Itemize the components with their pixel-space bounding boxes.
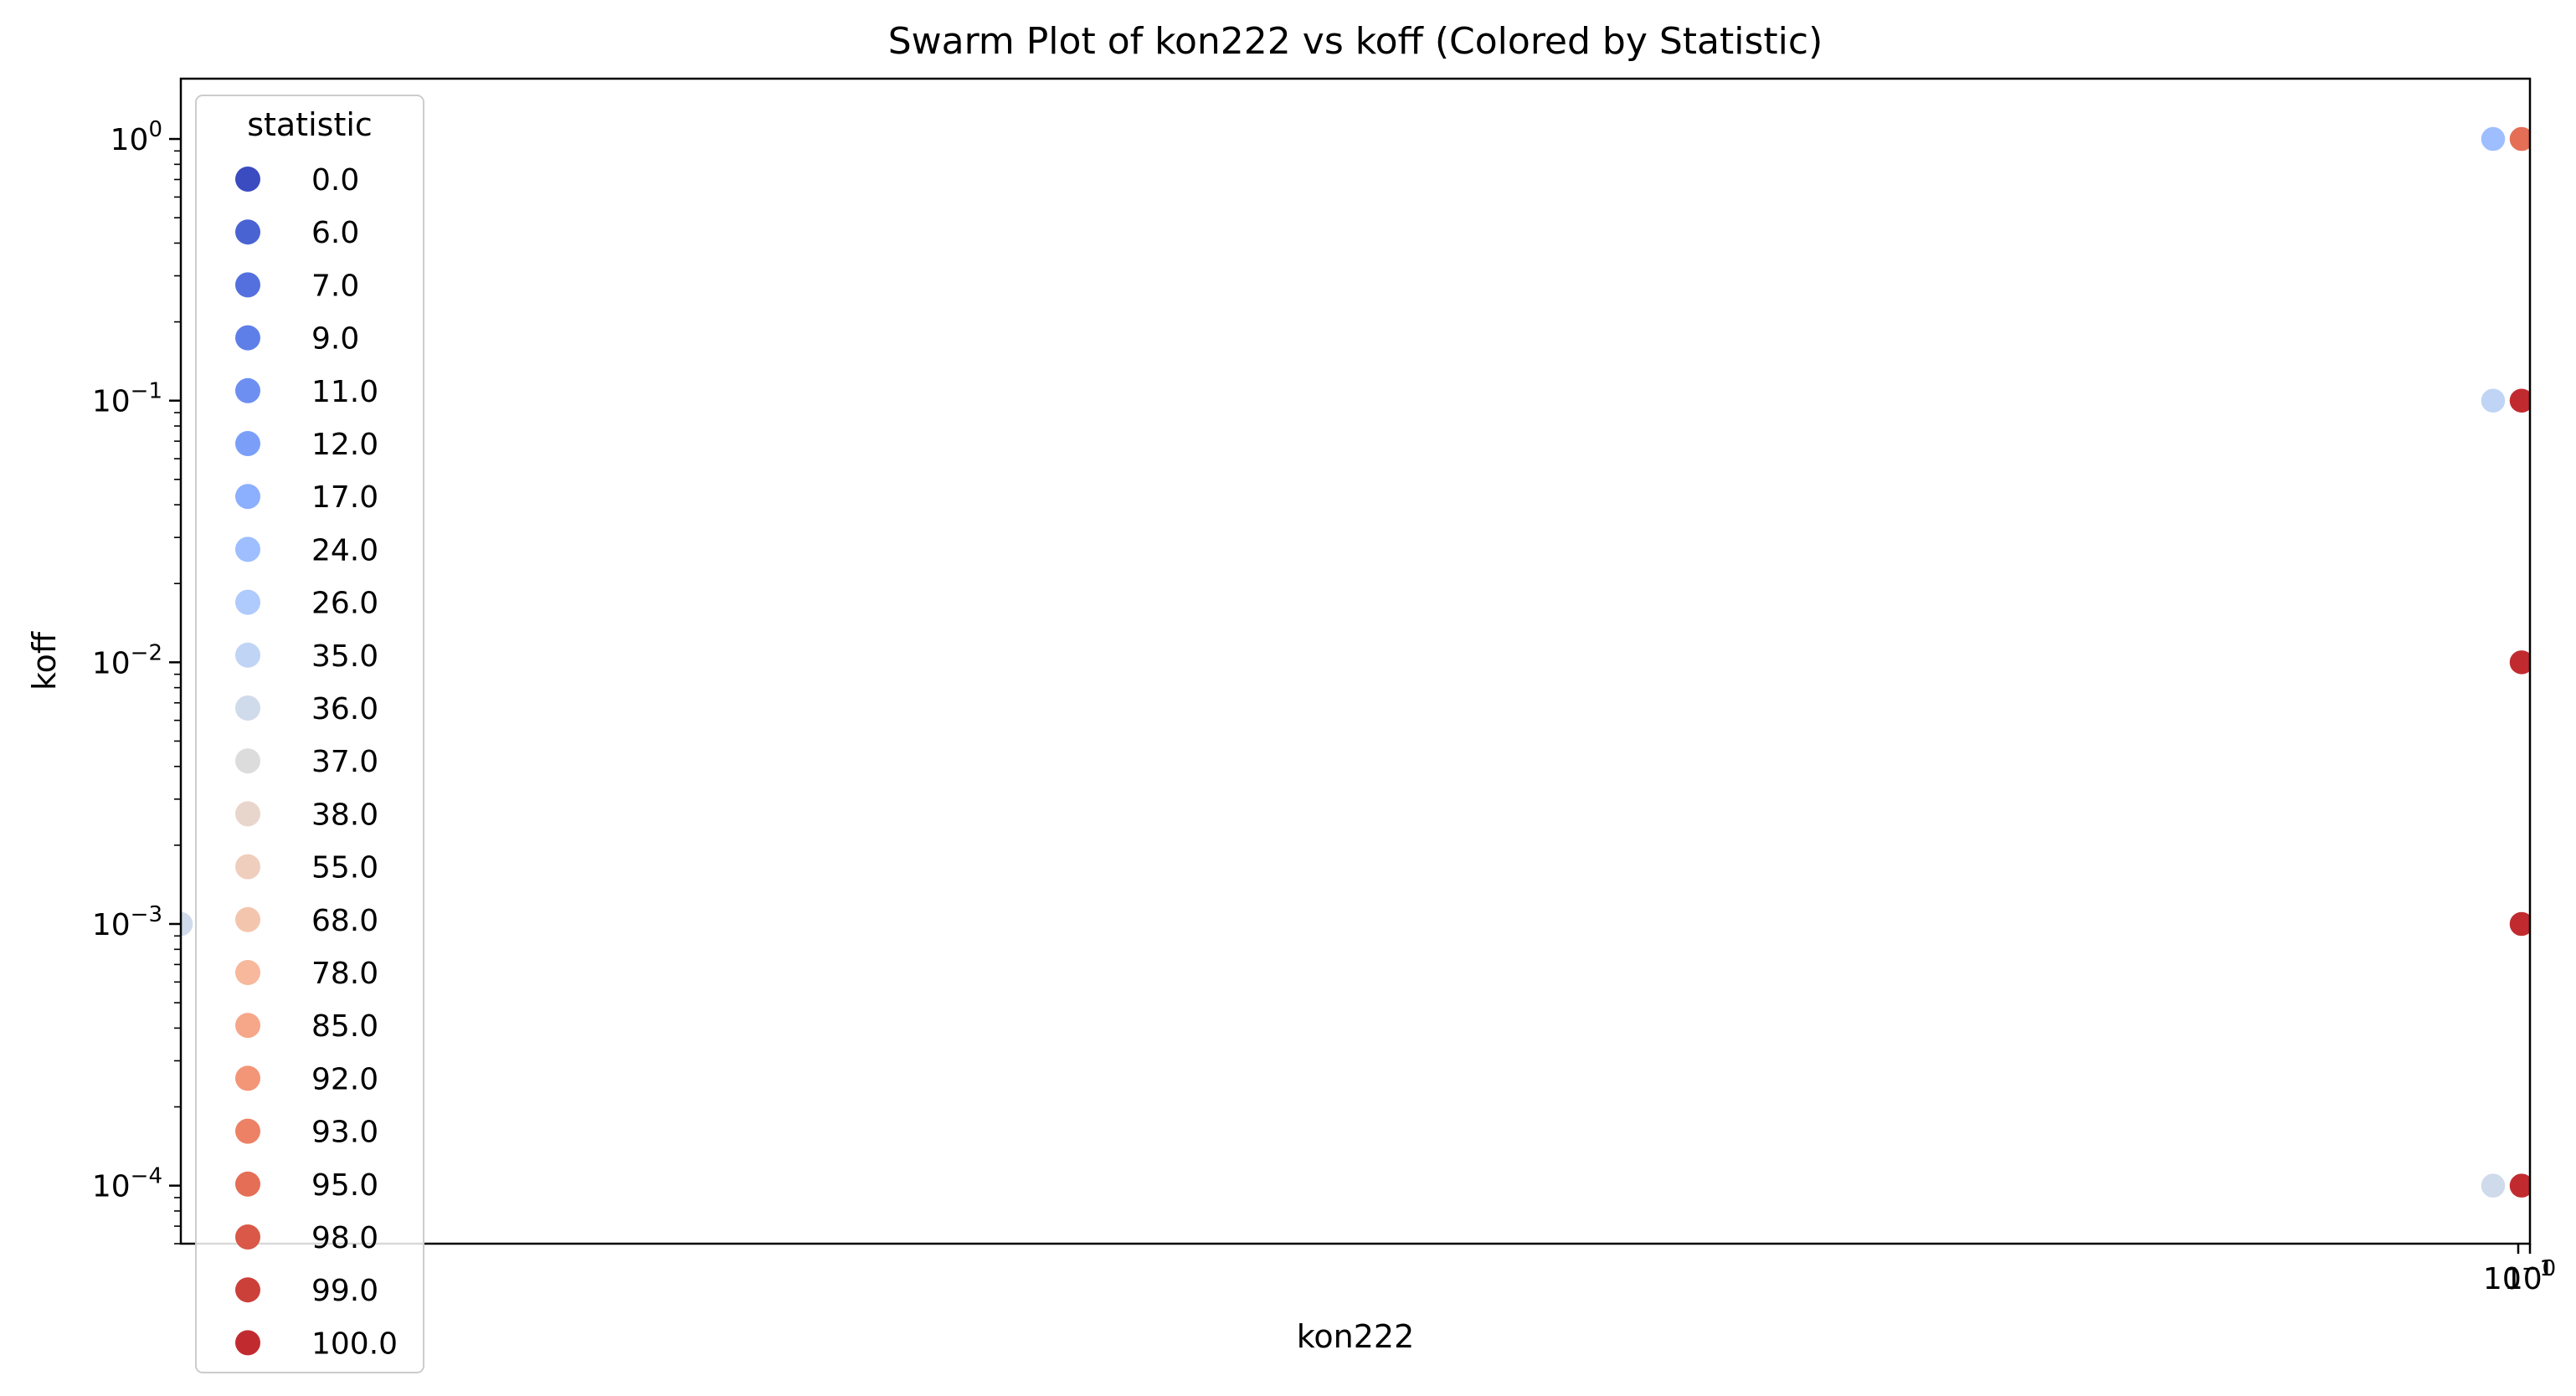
legend-marker	[235, 748, 260, 774]
data-point	[2508, 911, 2530, 937]
legend-label: 17.0	[311, 480, 378, 515]
legend-label: 95.0	[311, 1168, 378, 1203]
x-tick-label: 100	[2504, 1256, 2556, 1296]
points-layer	[181, 126, 2530, 1199]
legend-marker	[235, 431, 260, 456]
legend-label: 100.0	[311, 1327, 398, 1361]
y-tick-label: 10−3	[92, 902, 162, 942]
legend-label: 68.0	[311, 904, 378, 938]
legend-marker	[235, 377, 260, 403]
legend-marker	[235, 167, 260, 192]
data-point	[2480, 1172, 2507, 1199]
data-point	[2508, 126, 2530, 152]
legend-label: 7.0	[311, 269, 359, 303]
plot-frame	[179, 77, 2532, 1245]
legend-label: 37.0	[311, 745, 378, 779]
legend-marker	[235, 272, 260, 298]
legend-label: 24.0	[311, 533, 378, 567]
legend-marker	[235, 589, 260, 615]
data-point	[2480, 387, 2507, 414]
legend-label: 92.0	[311, 1062, 378, 1096]
y-tick-label: 10−2	[92, 640, 162, 680]
legend-marker	[235, 642, 260, 668]
legend-marker	[235, 1118, 260, 1144]
data-point	[181, 911, 194, 937]
legend-marker	[235, 960, 260, 985]
legend-label: 0.0	[311, 163, 359, 198]
legend-label: 26.0	[311, 587, 378, 621]
chart-title: Swarm Plot of kon222 vs koff (Colored by…	[888, 20, 1823, 63]
legend-marker	[235, 325, 260, 351]
legend-label: 55.0	[311, 851, 378, 885]
legend-entries: 0.0 6.0 7.0 9.0 11.0 12.0 17.0 24.0 26.0 35.0 36.0…	[235, 163, 398, 1361]
legend-label: 11.0	[311, 375, 378, 409]
legend: statistic 0.0 6.0 7.0 9.0 11.0 12.0 17.0 24.0 26…	[195, 95, 424, 1373]
legend-marker	[235, 854, 260, 880]
legend-title: statistic	[247, 106, 373, 143]
data-point	[2508, 649, 2530, 676]
legend-label: 9.0	[311, 322, 359, 357]
ticks-layer: 100 10−1 10−2 10−3 10−4	[92, 117, 181, 1245]
data-point	[2508, 387, 2530, 414]
y-tick-label: 10−4	[92, 1164, 162, 1204]
y-axis-label: koff	[26, 631, 63, 690]
legend-marker	[235, 536, 260, 562]
y-tick-label: 100	[111, 117, 162, 157]
x-axis-label: kon222	[1297, 1318, 1415, 1355]
legend-marker	[235, 906, 260, 932]
data-point	[2480, 126, 2507, 152]
legend-marker	[235, 801, 260, 827]
legend-label: 38.0	[311, 798, 378, 832]
legend-label: 93.0	[311, 1116, 378, 1150]
legend-box	[195, 95, 424, 1373]
legend-marker	[235, 1013, 260, 1039]
legend-label: 99.0	[311, 1274, 378, 1308]
y-tick-label: 10−1	[92, 379, 162, 419]
legend-marker	[235, 219, 260, 245]
legend-label: 36.0	[311, 692, 378, 726]
x-tick-overlap: 10−1 100	[2483, 1244, 2556, 1296]
legend-label: 98.0	[311, 1221, 378, 1255]
legend-marker	[235, 695, 260, 721]
legend-label: 35.0	[311, 639, 378, 674]
legend-marker	[235, 484, 260, 510]
legend-marker	[235, 1330, 260, 1356]
legend-label: 78.0	[311, 957, 378, 991]
legend-label: 12.0	[311, 428, 378, 462]
legend-marker	[235, 1277, 260, 1303]
x-tick-label: 10−1	[2483, 1256, 2553, 1296]
legend-marker	[235, 1171, 260, 1197]
legend-label: 6.0	[311, 216, 359, 250]
data-point	[2508, 1172, 2530, 1199]
legend-marker	[235, 1224, 260, 1250]
legend-label: 85.0	[311, 1009, 378, 1044]
legend-marker	[235, 1065, 260, 1091]
